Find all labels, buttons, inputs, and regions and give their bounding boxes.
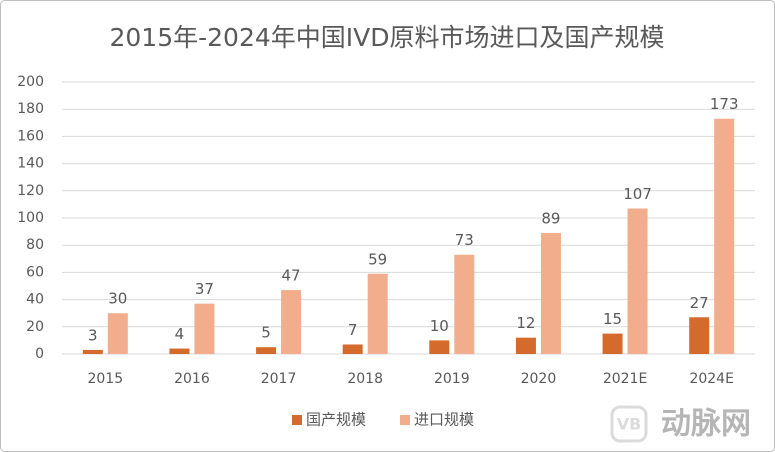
value-label: 173 — [710, 95, 739, 113]
y-tick-label: 180 — [17, 101, 44, 117]
y-tick-label: 20 — [26, 319, 44, 335]
value-label: 5 — [261, 324, 271, 342]
x-tick-label: 2020 — [521, 371, 557, 387]
x-tick-label: 2024E — [689, 371, 733, 387]
legend-label: 进口规模 — [414, 411, 474, 429]
x-tick-label: 2015 — [87, 371, 123, 387]
bar — [256, 347, 277, 354]
bar — [107, 313, 128, 354]
y-tick-label: 100 — [17, 210, 44, 226]
x-tick-label: 2018 — [347, 371, 383, 387]
y-tick-label: 0 — [35, 346, 44, 362]
bar — [342, 344, 363, 354]
legend-label: 国产规模 — [306, 411, 366, 429]
x-tick-label: 2021E — [603, 371, 647, 387]
watermark-logo: VB — [610, 405, 648, 443]
bar — [454, 254, 475, 354]
bar — [367, 273, 388, 354]
bar — [627, 208, 648, 354]
chart-title: 2015年-2024年中国IVD原料市场进口及国产规模 — [110, 23, 665, 52]
y-tick-label: 120 — [17, 183, 44, 199]
bar — [429, 340, 450, 354]
value-label: 7 — [348, 321, 358, 339]
legend-swatch — [292, 415, 302, 425]
bar — [602, 333, 623, 354]
y-tick-label: 40 — [26, 292, 44, 308]
bar — [281, 290, 302, 354]
value-label: 4 — [175, 325, 185, 343]
svg-text:VB: VB — [617, 415, 642, 434]
bar — [82, 349, 103, 354]
y-tick-label: 140 — [17, 156, 44, 172]
bar — [689, 317, 710, 354]
value-label: 37 — [195, 280, 214, 298]
legend-swatch — [400, 415, 410, 425]
value-label: 12 — [516, 314, 535, 332]
value-label: 15 — [603, 310, 622, 328]
value-label: 107 — [623, 185, 652, 203]
y-tick-label: 80 — [26, 237, 44, 253]
value-label: 10 — [430, 317, 449, 335]
y-tick-label: 200 — [17, 74, 44, 90]
value-label: 27 — [690, 294, 709, 312]
x-tick-label: 2016 — [174, 371, 210, 387]
x-tick-label: 2017 — [261, 371, 297, 387]
y-tick-label: 160 — [17, 128, 44, 144]
bar — [515, 337, 536, 354]
value-label: 30 — [108, 290, 127, 308]
y-tick-label: 60 — [26, 264, 44, 280]
value-label: 59 — [368, 250, 387, 268]
bar — [714, 118, 735, 354]
bar — [540, 232, 561, 354]
bar — [194, 303, 215, 354]
value-label: 47 — [282, 267, 301, 285]
watermark: 动脉网 — [661, 407, 751, 442]
value-label: 3 — [88, 326, 98, 344]
value-label: 73 — [455, 231, 474, 249]
x-tick-label: 2019 — [434, 371, 470, 387]
value-label: 89 — [541, 209, 560, 227]
bar — [169, 348, 190, 354]
